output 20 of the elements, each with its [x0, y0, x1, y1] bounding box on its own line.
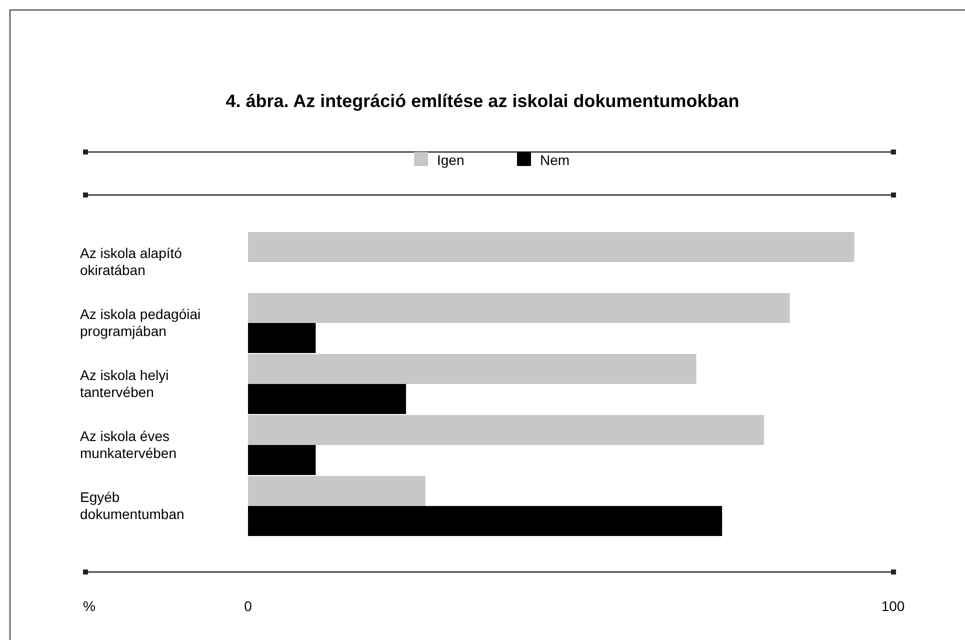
bar: [248, 323, 316, 353]
legend-label: Igen: [437, 152, 464, 168]
bar: [248, 293, 790, 323]
bar: [248, 354, 696, 384]
bar: [248, 384, 406, 414]
legend-label: Nem: [540, 152, 570, 168]
y-tick-label: Az iskola alapító okiratában: [80, 245, 182, 278]
bar: [248, 445, 316, 475]
bar: [248, 232, 854, 262]
x-axis-title: %: [83, 598, 96, 614]
bar: [248, 506, 722, 536]
x-tick-label: 0: [244, 598, 252, 614]
chart-title: 4. ábra. Az integráció említése az iskolai dokumentumokban: [226, 91, 740, 111]
y-tick-label: Az iskola éves munkatervében: [80, 428, 177, 461]
bar: [248, 415, 764, 445]
y-tick-label: Az iskola pedagóiai programjában: [80, 306, 201, 339]
x-tick-label: 100: [881, 598, 905, 614]
bar: [248, 476, 426, 506]
y-tick-label: Az iskola helyi tantervében: [80, 367, 169, 400]
y-tick-label: Egyéb dokumentumban: [80, 489, 184, 522]
